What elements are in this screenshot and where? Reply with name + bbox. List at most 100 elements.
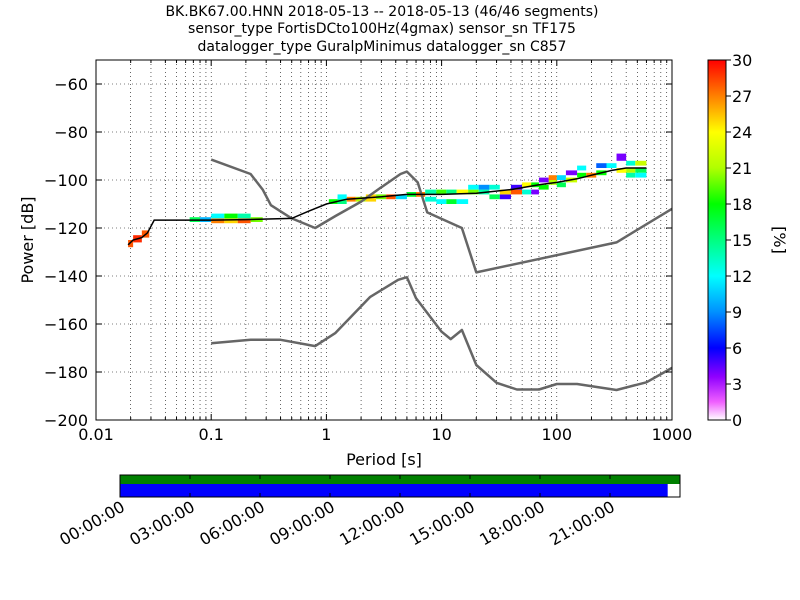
timeline-tick-label: 09:00:00 <box>266 497 338 549</box>
timeline-data-bar <box>120 475 680 484</box>
y-tick-label: −160 <box>44 315 88 334</box>
density-cell <box>626 172 636 178</box>
density-cell <box>237 218 251 224</box>
x-tick-label: 0.01 <box>78 425 114 444</box>
density-cell <box>538 177 549 183</box>
density-cell <box>425 196 437 202</box>
density-cell <box>337 194 347 200</box>
x-tick-label: 10 <box>431 425 451 444</box>
density-cell <box>395 194 407 200</box>
timeline-tick-label: 00:00:00 <box>56 497 128 549</box>
density-cell <box>468 184 479 190</box>
density-cell <box>355 196 366 202</box>
x-axis-ticks: 0.01 0.1 1 10 100 1000 <box>78 60 692 444</box>
colorbar-tick-label: 24 <box>732 123 752 142</box>
y-tick-label: −80 <box>54 123 88 142</box>
timeline-tick-label: 21:00:00 <box>546 497 618 549</box>
density-cell <box>446 199 457 204</box>
colorbar-tick-label: 15 <box>732 231 752 250</box>
density-cell <box>577 165 587 171</box>
density-cell <box>489 194 500 200</box>
density-cell <box>548 175 557 180</box>
colorbar-tick-label: 27 <box>732 87 752 106</box>
density-cell <box>531 189 539 195</box>
noise-model-high <box>210 158 672 274</box>
density-cell <box>499 194 511 200</box>
density-cell <box>436 189 447 195</box>
density-cell <box>468 189 479 195</box>
density-cell <box>635 172 647 178</box>
timeline-psd-bar <box>120 484 668 497</box>
mode-line <box>127 167 647 246</box>
colorbar-label: [%] <box>770 226 789 254</box>
density-cell <box>626 168 636 173</box>
density-cell <box>224 218 238 224</box>
title-line-1: BK.BK67.00.HNN 2018-05-13 -- 2018-05-13 … <box>165 4 598 20</box>
density-cell <box>626 160 636 166</box>
y-tick-label: −180 <box>44 363 88 382</box>
y-axis-label: Power [dB] <box>18 196 37 283</box>
density-cell <box>211 213 225 219</box>
noise-model-low <box>211 275 672 392</box>
timeline-tick-label: 15:00:00 <box>406 497 478 549</box>
density-cell <box>478 184 490 190</box>
density-cell <box>577 172 587 178</box>
density-cell <box>328 199 338 204</box>
timeline-tick-label: 18:00:00 <box>476 497 548 549</box>
timeline-tick-label: 03:00:00 <box>126 497 198 549</box>
mode-polyline <box>127 167 647 246</box>
y-tick-label: −60 <box>54 75 88 94</box>
colorbar-tick-label: 12 <box>732 267 752 286</box>
colorbar: 0 3 6 9 12 15 18 21 24 27 30 [%] <box>707 51 789 430</box>
colorbar-gradient <box>707 59 727 421</box>
x-axis-label: Period [s] <box>346 450 422 469</box>
y-axis-ticks: −60 −80 −100 −120 −140 −160 −180 −200 <box>44 75 672 430</box>
density-cell <box>237 213 251 219</box>
timeline-tick-label: 12:00:00 <box>336 497 408 549</box>
colorbar-tick-label: 18 <box>732 195 752 214</box>
density-cell <box>522 189 532 195</box>
density-cell <box>499 189 511 195</box>
density-cell <box>522 182 532 188</box>
x-tick-label: 0.1 <box>198 425 223 444</box>
grid-lines <box>95 60 672 421</box>
colorbar-ticks: 0 3 6 9 12 15 18 21 24 27 30 <box>726 51 752 430</box>
density-cell <box>510 189 523 195</box>
timeline-tick-label: 06:00:00 <box>196 497 268 549</box>
timeline: 00:00:0003:00:0006:00:0009:00:0012:00:00… <box>56 474 681 549</box>
colorbar-tick-label: 9 <box>732 303 742 322</box>
x-tick-label: 100 <box>542 425 573 444</box>
title-line-3: datalogger_type GuralpMinimus datalogger… <box>198 39 567 55</box>
colorbar-tick-label: 6 <box>732 339 742 358</box>
title-line-2: sensor_type FortisDCto100Hz(4gmax) senso… <box>188 21 576 37</box>
density-cell <box>386 194 396 200</box>
density-cell <box>128 240 134 248</box>
density-cell <box>489 184 500 190</box>
x-tick-label: 1000 <box>652 425 693 444</box>
density-cell <box>556 175 566 180</box>
density-cell <box>425 189 437 195</box>
density-cell <box>616 168 627 173</box>
density-cell <box>596 163 607 168</box>
density-cell <box>456 199 469 204</box>
density-cell <box>616 153 627 161</box>
y-tick-label: −120 <box>44 219 88 238</box>
density-cell <box>211 218 225 224</box>
colorbar-tick-label: 21 <box>732 159 752 178</box>
density-cell <box>556 182 566 188</box>
plot-frame <box>95 59 673 421</box>
x-tick-label: 1 <box>321 425 331 444</box>
density-cell <box>224 213 238 219</box>
density-cell <box>446 189 457 195</box>
colorbar-tick-label: 30 <box>732 51 752 70</box>
density-cell <box>456 189 469 195</box>
y-tick-label: −140 <box>44 267 88 286</box>
y-tick-label: −100 <box>44 171 88 190</box>
density-cell <box>635 160 647 166</box>
density-cell <box>635 168 647 173</box>
y-tick-label: −200 <box>44 411 88 430</box>
colorbar-tick-label: 0 <box>732 411 742 430</box>
density-cell <box>510 184 523 190</box>
density-cell <box>606 163 617 168</box>
